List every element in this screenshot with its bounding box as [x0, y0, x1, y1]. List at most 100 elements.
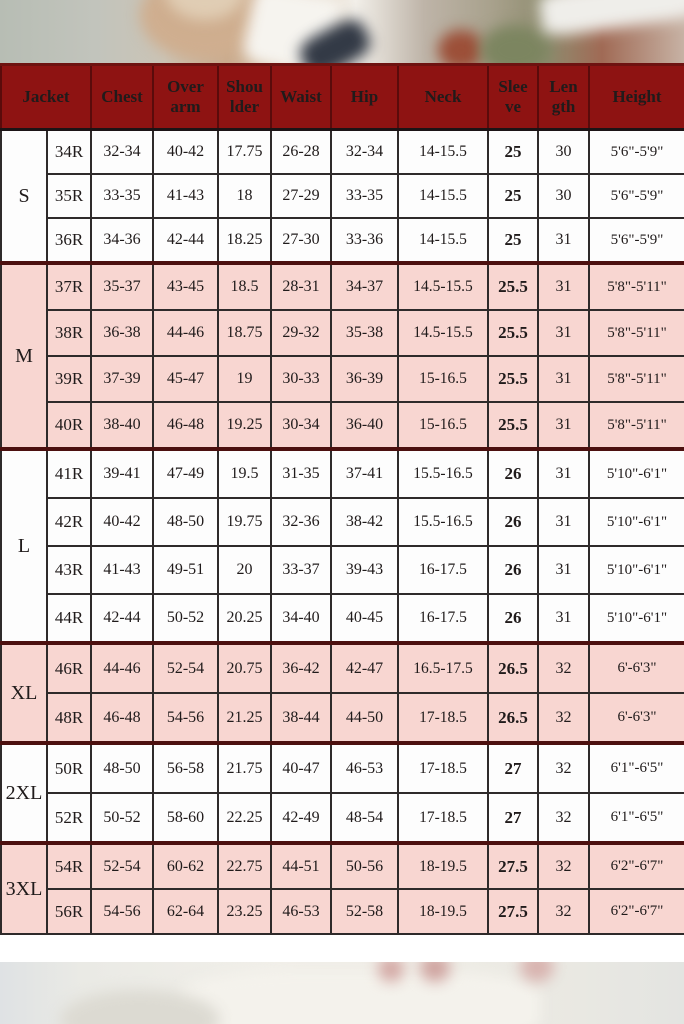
cell-shoulder: 19.5	[217, 447, 272, 499]
table-row-48R: 48R 46-48 54-56 21.25 38-44 44-50 17-18.5 26.5 3…	[1, 692, 684, 744]
cell-height: 6'2"-6'7"	[588, 841, 684, 890]
cell-chest: 33-35	[90, 173, 154, 219]
column-header-height: Height	[588, 63, 684, 131]
table-row-35R: 35R 33-35 41-43 18 27-29 33-35 14-15.5 25 30 5'6"…	[1, 173, 684, 219]
background-photo-bottom	[0, 962, 684, 1024]
cell-chest: 52-54	[90, 841, 154, 890]
cell-length: 32	[537, 888, 590, 935]
cell-sleeve: 26	[487, 447, 539, 499]
cell-height: 5'10"-6'1"	[588, 447, 684, 499]
cell-shoulder: 19.25	[217, 401, 272, 450]
cell-shoulder: 19.75	[217, 497, 272, 547]
cell-overarm: 41-43	[152, 173, 219, 219]
cell-shoulder: 23.25	[217, 888, 272, 935]
column-header-shoulder: Shou lder	[217, 63, 272, 131]
cell-chest: 35-37	[90, 261, 154, 311]
cell-jacket: 52R	[46, 792, 92, 844]
photo-blur-shape	[537, 0, 684, 38]
cell-length: 30	[537, 173, 590, 219]
cell-waist: 26-28	[270, 128, 332, 175]
photo-blur-shape	[520, 962, 554, 982]
cell-length: 31	[537, 309, 590, 357]
cell-overarm: 47-49	[152, 447, 219, 499]
cell-chest: 40-42	[90, 497, 154, 547]
table-row-38R: 38R 36-38 44-46 18.75 29-32 35-38 14.5-15.5 25.…	[1, 309, 684, 357]
cell-hip: 37-41	[330, 447, 399, 499]
cell-jacket: 46R	[46, 641, 92, 694]
cell-waist: 40-47	[270, 741, 332, 794]
cell-overarm: 50-52	[152, 593, 219, 644]
cell-height: 6'-6'3"	[588, 692, 684, 744]
cell-overarm: 62-64	[152, 888, 219, 935]
cell-shoulder: 18.75	[217, 309, 272, 357]
cell-hip: 50-56	[330, 841, 399, 890]
cell-sleeve: 26	[487, 593, 539, 644]
column-header-waist: Waist	[270, 63, 332, 131]
cell-waist: 28-31	[270, 261, 332, 311]
cell-sleeve: 26	[487, 545, 539, 595]
cell-hip: 38-42	[330, 497, 399, 547]
table-row-56R: 56R 54-56 62-64 23.25 46-53 52-58 18-19.5 27.5 3…	[1, 888, 684, 935]
cell-chest: 50-52	[90, 792, 154, 844]
cell-length: 32	[537, 841, 590, 890]
cell-shoulder: 17.75	[217, 128, 272, 175]
cell-height: 6'-6'3"	[588, 641, 684, 694]
cell-jacket: 36R	[46, 217, 92, 264]
background-photo-top	[0, 0, 684, 63]
cell-length: 32	[537, 692, 590, 744]
cell-neck: 14-15.5	[397, 173, 489, 219]
cell-hip: 36-39	[330, 355, 399, 403]
cell-hip: 42-47	[330, 641, 399, 694]
cell-height: 6'2"-6'7"	[588, 888, 684, 935]
cell-overarm: 58-60	[152, 792, 219, 844]
cell-sleeve: 26.5	[487, 641, 539, 694]
cell-sleeve: 26.5	[487, 692, 539, 744]
cell-length: 31	[537, 497, 590, 547]
cell-overarm: 52-54	[152, 641, 219, 694]
cell-neck: 15.5-16.5	[397, 447, 489, 499]
cell-sleeve: 27.5	[487, 841, 539, 890]
table-row-39R: 39R 37-39 45-47 19 30-33 36-39 15-16.5 25.5 31 5'…	[1, 355, 684, 403]
table-row-46R: XL 46R 44-46 52-54 20.75 36-42 42-47 16.5-17.5 2…	[0, 641, 684, 744]
column-header-hip: Hip	[330, 63, 399, 131]
cell-waist: 34-40	[270, 593, 332, 644]
cell-hip: 48-54	[330, 792, 399, 844]
cell-chest: 32-34	[90, 128, 154, 175]
cell-waist: 38-44	[270, 692, 332, 744]
cell-jacket: 37R	[46, 261, 92, 311]
cell-length: 32	[537, 641, 590, 694]
cell-shoulder: 20.75	[217, 641, 272, 694]
cell-height: 6'1"-6'5"	[588, 792, 684, 844]
size-chart-body: S 34R 32-34 40-42 17.75 26-28 32-34 14-15.5 25 30…	[0, 128, 684, 935]
cell-neck: 14-15.5	[397, 128, 489, 175]
cell-neck: 16-17.5	[397, 593, 489, 644]
cell-sleeve: 25.5	[487, 261, 539, 311]
cell-chest: 41-43	[90, 545, 154, 595]
cell-overarm: 56-58	[152, 741, 219, 794]
cell-length: 30	[537, 128, 590, 175]
cell-hip: 33-36	[330, 217, 399, 264]
cell-height: 5'8"-5'11"	[588, 401, 684, 450]
group-label-XL: XL	[0, 641, 48, 744]
cell-shoulder: 19	[217, 355, 272, 403]
cell-sleeve: 26	[487, 497, 539, 547]
cell-height: 5'6"-5'9"	[588, 217, 684, 264]
cell-jacket: 44R	[46, 593, 92, 644]
table-row-41R: L 41R 39-41 47-49 19.5 31-35 37-41 15.5-16.5 26 3…	[0, 447, 684, 644]
cell-height: 5'10"-6'1"	[588, 497, 684, 547]
cell-sleeve: 27	[487, 741, 539, 794]
column-header-neck: Neck	[397, 63, 489, 131]
cell-shoulder: 22.75	[217, 841, 272, 890]
table-row-52R: 52R 50-52 58-60 22.25 42-49 48-54 17-18.5 27 32 6…	[1, 792, 684, 844]
cell-neck: 17-18.5	[397, 792, 489, 844]
group-label-2XL: 2XL	[0, 741, 48, 844]
cell-length: 32	[537, 792, 590, 844]
column-header-sleeve: Slee ve	[487, 63, 539, 131]
cell-jacket: 41R	[46, 447, 92, 499]
cell-chest: 39-41	[90, 447, 154, 499]
group-label-M: M	[0, 261, 48, 450]
table-row-34R: S 34R 32-34 40-42 17.75 26-28 32-34 14-15.5 25 30…	[0, 128, 684, 264]
cell-jacket: 54R	[46, 841, 92, 890]
cell-shoulder: 22.25	[217, 792, 272, 844]
cell-chest: 37-39	[90, 355, 154, 403]
